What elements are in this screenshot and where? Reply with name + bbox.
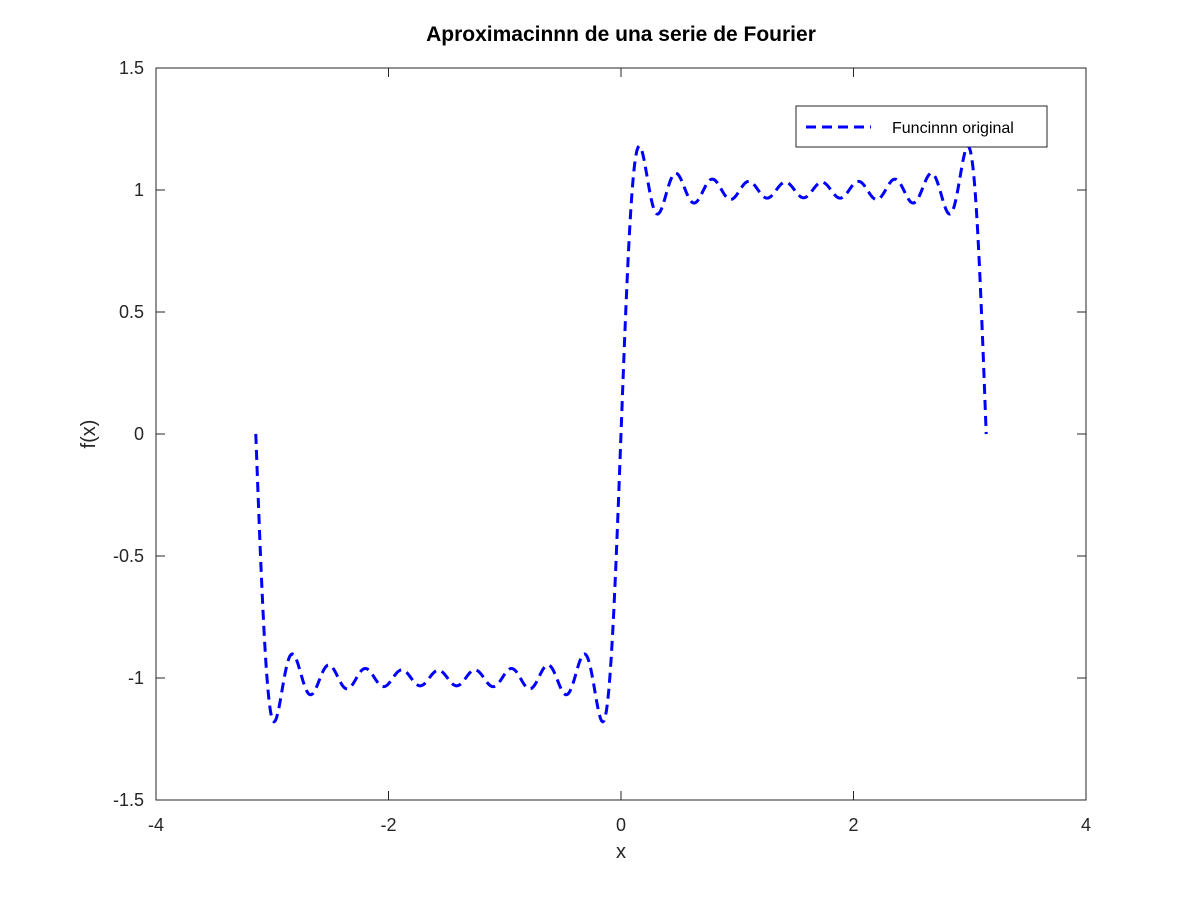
y-axis-label: f(x) <box>78 420 100 449</box>
x-tick-label: 0 <box>616 815 626 835</box>
x-tick-label: 4 <box>1081 815 1091 835</box>
y-tick-label: 1 <box>134 180 144 200</box>
chart-title: Aproximacinnn de una serie de Fourier <box>426 23 816 46</box>
y-tick-label: -0.5 <box>113 546 144 566</box>
legend-entry: Funcinnn original <box>892 120 1014 137</box>
x-axis-label: x <box>616 841 626 863</box>
series-layer <box>254 144 988 724</box>
y-axis: -1.5 -1 -0.5 0 0.5 1 1.5 <box>113 58 1086 810</box>
x-axis: -4 -2 0 2 4 <box>148 68 1091 835</box>
legend: Funcinnn original <box>795 105 1048 148</box>
series-line <box>254 144 988 724</box>
y-tick-label: 0 <box>134 424 144 444</box>
y-tick-label: -1 <box>128 668 144 688</box>
y-tick-label: 1.5 <box>119 58 144 78</box>
legend-box <box>795 105 1048 148</box>
y-tick-label: -1.5 <box>113 790 144 810</box>
x-tick-label: -4 <box>148 815 164 835</box>
x-tick-label: -2 <box>380 815 396 835</box>
x-tick-label: 2 <box>848 815 858 835</box>
y-tick-label: 0.5 <box>119 302 144 322</box>
